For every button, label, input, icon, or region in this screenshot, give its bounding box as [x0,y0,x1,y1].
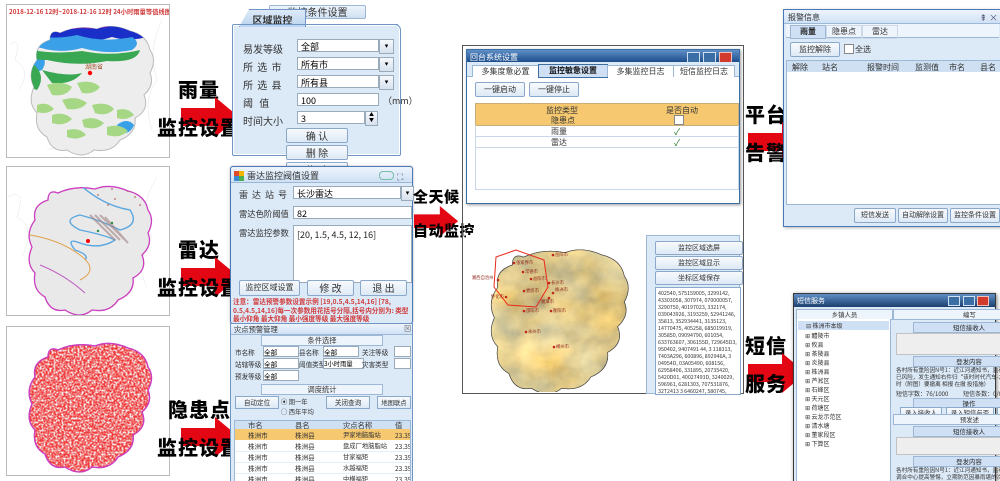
svg-text:湘西自治州: 湘西自治州 [472,274,493,281]
svg-text:张家界市: 张家界市 [516,259,534,266]
svg-text:益阳市: 益阳市 [533,275,547,282]
svg-text:湖南省: 湖南省 [85,62,103,71]
svg-text:衡阳市: 衡阳市 [553,307,567,314]
svg-text:永州市: 永州市 [528,328,542,335]
svg-text:怀化市: 怀化市 [491,293,505,300]
svg-text:岳阳市: 岳阳市 [555,251,569,258]
svg-text:郴州市: 郴州市 [556,343,570,350]
svg-text:娄底市: 娄底市 [526,287,540,294]
svg-text:邵阳市: 邵阳市 [526,307,540,314]
svg-text:2018-12-16 12时~2018-12-16 12时: 2018-12-16 12时~2018-12-16 12时 24小时雨量等值线图 [9,7,169,16]
svg-text:长沙市: 长沙市 [551,279,565,286]
svg-text:湘潭市: 湘潭市 [541,298,555,305]
svg-text:常德市: 常德市 [525,268,539,275]
svg-text:株洲市: 株洲市 [555,286,569,293]
